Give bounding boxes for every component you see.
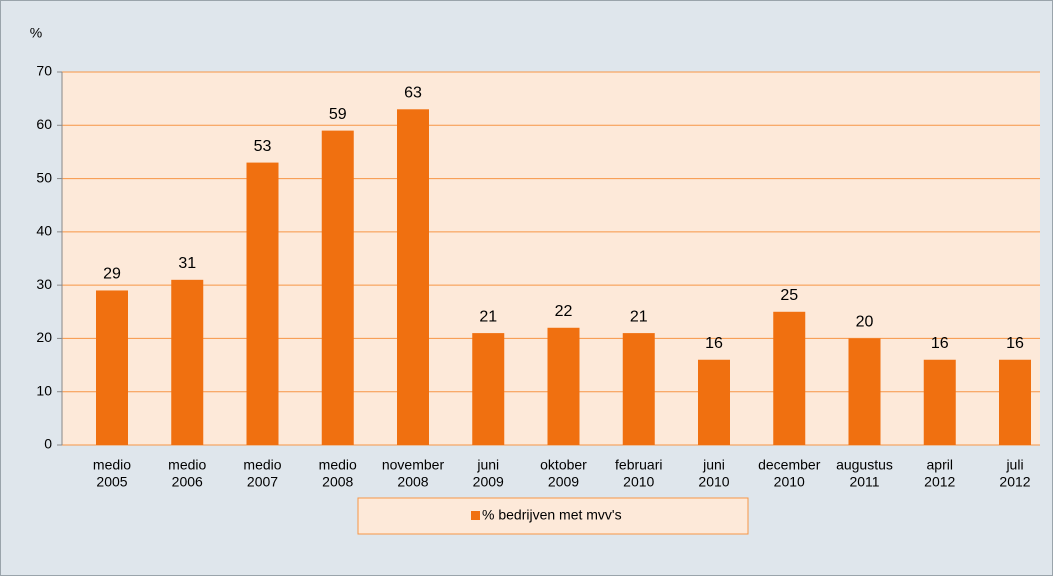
x-tick-label: 2008 [397,474,428,490]
x-tick-label: december [758,457,821,473]
y-tick-label: 10 [36,382,52,398]
data-label: 25 [780,287,798,304]
x-tick-label: augustus [836,457,893,473]
bar [848,338,881,445]
bar [96,290,128,445]
data-label: 63 [404,85,422,102]
x-tick-label: 2008 [322,474,353,490]
y-tick-label: 60 [36,116,52,132]
x-tick-label: medio [243,457,281,473]
x-tick-label: 2010 [774,474,805,490]
bar [321,130,354,445]
bar [171,279,204,445]
x-tick-label: 2006 [172,474,203,490]
x-tick-label: 2010 [698,474,729,490]
x-tick-label: medio [319,457,357,473]
legend [357,497,749,535]
x-tick-label: 2011 [849,474,879,490]
x-tick-label: 2012 [924,474,955,490]
data-label: 16 [1006,335,1024,352]
y-axis-label: % [30,25,42,41]
x-tick-label: juni [476,457,499,473]
bar [547,327,580,445]
bar [773,311,806,445]
x-tick-label: juli [1005,457,1023,473]
data-label: 21 [479,308,497,325]
legend-marker [471,511,480,520]
x-tick-label: medio [168,457,206,473]
bar [999,359,1031,445]
bar [923,359,956,445]
data-label: 16 [705,335,723,352]
y-tick-label: 0 [44,436,52,452]
data-label: 29 [103,266,121,283]
data-label: 53 [254,138,272,155]
x-tick-label: 2009 [548,474,579,490]
y-tick-label: 30 [36,276,52,292]
bar [246,162,279,446]
bar [397,109,429,446]
x-tick-label: april [927,457,953,473]
bar [622,333,655,445]
x-tick-label: 2005 [96,474,127,490]
x-tick-label: juni [702,457,725,473]
data-label: 31 [178,255,196,272]
bar [472,333,505,445]
x-tick-label: oktober [540,457,587,473]
x-tick-label: februari [615,457,662,473]
y-tick-label: 20 [36,329,52,345]
y-tick-label: 70 [36,63,52,79]
bar [698,359,730,445]
x-tick-label: 2009 [473,474,504,490]
data-label: 20 [856,314,874,331]
data-label: 22 [555,303,573,320]
x-tick-label: medio [93,457,131,473]
x-tick-label: 2007 [247,474,278,490]
data-label: 21 [630,308,648,325]
y-tick-label: 40 [36,223,52,239]
x-tick-label: 2012 [999,474,1030,490]
x-tick-label: november [382,457,445,473]
y-tick-label: 50 [36,169,52,185]
legend-label: % bedrijven met mvv's [482,507,622,523]
x-tick-label: 2010 [623,474,654,490]
data-label: 16 [931,335,949,352]
data-label: 59 [329,106,347,123]
